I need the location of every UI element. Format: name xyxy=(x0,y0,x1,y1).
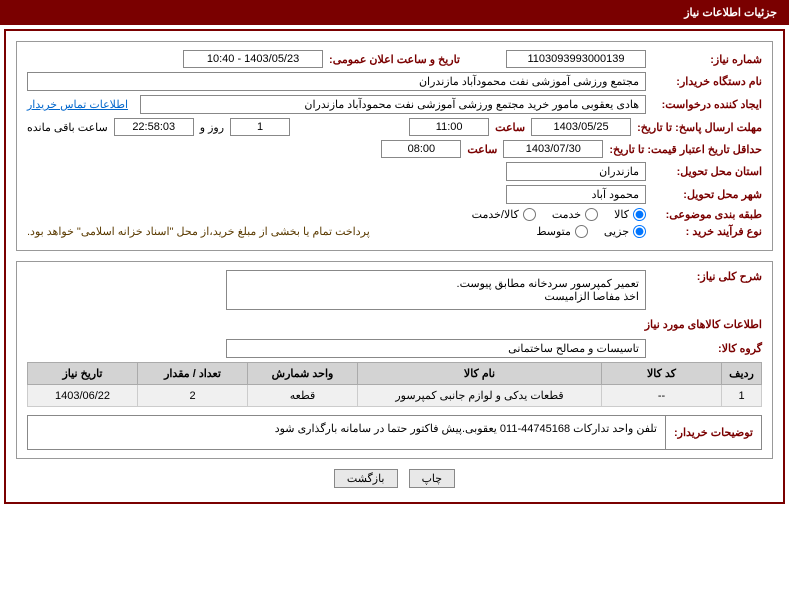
process-radios: جزیی متوسط xyxy=(536,225,646,238)
buyer-note: توضیحات خریدار: تلفن واحد تدارکات 447451… xyxy=(27,415,762,450)
process-option[interactable]: متوسط xyxy=(536,225,588,238)
buyer-org-label: نام دستگاه خریدار: xyxy=(652,75,762,88)
process-radio[interactable] xyxy=(575,225,588,238)
goods-section-title: اطلاعات کالاهای مورد نیاز xyxy=(27,318,762,331)
process-label: نوع فرآیند خرید : xyxy=(652,225,762,238)
province-label: استان محل تحویل: xyxy=(652,165,762,178)
group-label: گروه کالا: xyxy=(652,342,762,355)
response-time: 11:00 xyxy=(409,118,489,136)
class-radios: کالا خدمت کالا/خدمت xyxy=(472,208,646,221)
desc-box: تعمیر کمپرسور سردخانه مطابق پیوست. اخذ م… xyxy=(226,270,646,310)
description-panel: شرح کلی نیاز: تعمیر کمپرسور سردخانه مطاب… xyxy=(16,261,773,459)
class-radio[interactable] xyxy=(523,208,536,221)
days-remaining: 1 xyxy=(230,118,290,136)
contact-link[interactable]: اطلاعات تماس خریدار xyxy=(27,98,128,111)
days-and: روز و xyxy=(200,121,224,134)
time-label-2: ساعت xyxy=(467,143,497,156)
table-header: کد کالا xyxy=(602,363,722,385)
group-value: تاسیسات و مصالح ساختمانی xyxy=(226,339,646,358)
radio-label: کالا xyxy=(614,208,629,221)
header-title: جزئیات اطلاعات نیاز xyxy=(684,7,777,19)
class-radio[interactable] xyxy=(633,208,646,221)
table-header: تاریخ نیاز xyxy=(28,363,138,385)
price-date: 1403/07/30 xyxy=(503,140,603,158)
city-label: شهر محل تحویل: xyxy=(652,188,762,201)
desc-label: شرح کلی نیاز: xyxy=(652,270,762,283)
desc-line2: اخذ مفاصا الزامیست xyxy=(233,290,639,303)
table-header-row: ردیفکد کالانام کالاواحد شمارشتعداد / مقد… xyxy=(28,363,762,385)
response-due-label: مهلت ارسال پاسخ: تا تاریخ: xyxy=(637,121,762,134)
radio-label: کالا/خدمت xyxy=(472,208,519,221)
requester: هادی یعقوبی مامور خرید مجتمع ورزشی آموزش… xyxy=(140,95,646,114)
class-option[interactable]: کالا xyxy=(614,208,646,221)
buyer-note-label: توضیحات خریدار: xyxy=(666,416,761,449)
price-valid-label: حداقل تاریخ اعتبار قیمت: تا تاریخ: xyxy=(609,143,762,156)
table-row: 1--قطعات یدکی و لوازم جانبی کمپرسورقطعه2… xyxy=(28,385,762,407)
price-time: 08:00 xyxy=(381,140,461,158)
process-radio[interactable] xyxy=(633,225,646,238)
city: محمود آباد xyxy=(506,185,646,204)
radio-label: خدمت xyxy=(552,208,581,221)
radio-label: متوسط xyxy=(536,225,571,238)
table-header: نام کالا xyxy=(358,363,602,385)
table-cell: -- xyxy=(602,385,722,407)
radio-label: جزیی xyxy=(604,225,629,238)
need-number-label: شماره نیاز: xyxy=(652,53,762,66)
need-panel: شماره نیاز: 1103093993000139 تاریخ و ساع… xyxy=(16,41,773,251)
class-label: طبقه بندی موضوعی: xyxy=(652,208,762,221)
table-header: واحد شمارش xyxy=(248,363,358,385)
back-button[interactable]: بازگشت xyxy=(334,469,398,488)
class-option[interactable]: خدمت xyxy=(552,208,598,221)
table-cell: قطعات یدکی و لوازم جانبی کمپرسور xyxy=(358,385,602,407)
table-cell: 2 xyxy=(138,385,248,407)
class-option[interactable]: کالا/خدمت xyxy=(472,208,536,221)
goods-table: ردیفکد کالانام کالاواحد شمارشتعداد / مقد… xyxy=(27,362,762,407)
time-label-1: ساعت xyxy=(495,121,525,134)
announce-value: 1403/05/23 - 10:40 xyxy=(183,50,323,68)
response-date: 1403/05/25 xyxy=(531,118,631,136)
button-row: چاپ بازگشت xyxy=(16,469,773,488)
table-cell: 1403/06/22 xyxy=(28,385,138,407)
table-cell: 1 xyxy=(722,385,762,407)
requester-label: ایجاد کننده درخواست: xyxy=(652,98,762,111)
buyer-org: مجتمع ورزشی آموزشی نفت محمودآباد مازندرا… xyxy=(27,72,646,91)
payment-note: پرداخت تمام یا بخشی از مبلغ خرید،از محل … xyxy=(27,225,370,238)
table-header: ردیف xyxy=(722,363,762,385)
desc-line1: تعمیر کمپرسور سردخانه مطابق پیوست. xyxy=(233,277,639,290)
process-option[interactable]: جزیی xyxy=(604,225,646,238)
class-radio[interactable] xyxy=(585,208,598,221)
need-number: 1103093993000139 xyxy=(506,50,646,68)
province: مازندران xyxy=(506,162,646,181)
countdown: 22:58:03 xyxy=(114,118,194,136)
main-frame: شماره نیاز: 1103093993000139 تاریخ و ساع… xyxy=(4,29,785,504)
print-button[interactable]: چاپ xyxy=(409,469,456,488)
page-header: جزئیات اطلاعات نیاز xyxy=(0,0,789,25)
table-cell: قطعه xyxy=(248,385,358,407)
table-header: تعداد / مقدار xyxy=(138,363,248,385)
remaining-label: ساعت باقی مانده xyxy=(27,121,108,134)
buyer-note-text: تلفن واحد تدارکات 44745168-011 یعقوبی.پی… xyxy=(28,416,666,449)
announce-label: تاریخ و ساعت اعلان عمومی: xyxy=(329,53,460,66)
